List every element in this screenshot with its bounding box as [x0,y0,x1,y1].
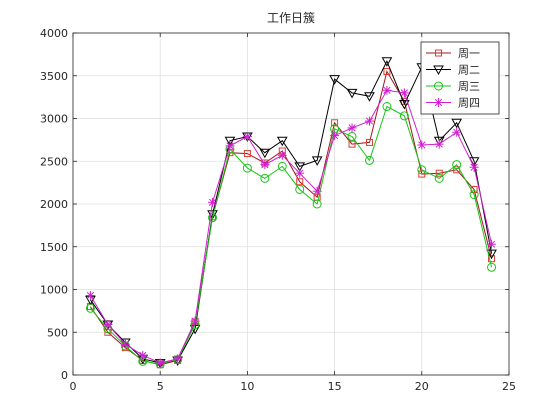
data-point [346,88,358,99]
data-point [399,111,409,121]
legend-label: 周一 [458,47,480,60]
data-point [348,140,356,148]
data-point [364,116,374,126]
data-point [487,262,497,272]
y-tick-label: 2500 [40,155,68,168]
data-point [208,213,218,223]
data-point [173,354,183,364]
data-point [294,162,306,172]
data-point [382,85,392,95]
x-tick-label: 20 [415,380,429,393]
data-point [382,102,392,112]
data-point [312,199,322,209]
data-point [296,178,304,186]
data-point [277,150,287,160]
y-tick-label: 1500 [40,241,68,254]
series-layer [85,57,497,369]
data-point [260,160,270,170]
legend-marker [433,65,444,76]
legend-label: 周四 [458,97,480,110]
data-point [260,173,270,183]
legend-item: 周三 [426,80,480,93]
data-point [486,249,497,260]
data-point [85,303,95,313]
data-point [295,184,305,194]
data-point [242,131,252,141]
y-tick-label: 4000 [40,27,68,40]
data-point [120,339,130,349]
data-point [329,75,340,85]
data-point [155,358,165,368]
legend-item: 周四 [426,97,480,110]
data-point [190,316,200,326]
series-4 [85,85,497,368]
data-point [434,139,444,149]
legend-item: 周一 [426,47,480,60]
data-point [347,131,357,141]
data-point [330,131,340,141]
data-point [364,92,375,102]
data-point [242,163,252,173]
data-point [331,119,339,127]
axis-ticks: 0 5 10 15 20 25 0 500 1000 1500 2000 2500 3000 3500 40… [40,27,516,393]
data-point [451,118,463,129]
x-tick-label: 15 [328,380,342,393]
legend-marker [434,98,443,107]
data-point [259,148,271,159]
x-tick-label: 0 [70,380,77,393]
data-point [452,160,462,170]
data-point [277,161,287,171]
data-point [311,156,323,166]
y-tick-label: 1000 [40,284,68,297]
y-tick-label: 0 [61,369,68,382]
data-point [399,88,409,98]
data-point [225,141,235,151]
chart-title: 工作日簇 [267,10,315,25]
data-point [276,136,288,147]
x-tick-label: 10 [240,380,254,393]
data-point [434,173,444,183]
x-tick-label: 5 [157,380,164,393]
data-point [399,99,410,110]
legend-marker [434,81,443,91]
data-point [488,255,496,263]
data-point [85,290,95,300]
legend-marker [435,49,442,57]
legend-item: 周二 [426,64,480,77]
data-point [383,67,391,75]
data-point [417,140,427,150]
data-point [224,136,236,147]
data-point [417,165,427,175]
legend-label: 周三 [458,80,480,93]
data-point [312,186,322,196]
data-point [452,127,462,137]
data-point [435,169,443,177]
x-tick-label: 25 [502,380,516,393]
y-tick-label: 500 [47,326,68,339]
data-point [103,320,113,330]
legend-label: 周二 [458,64,480,77]
data-point [469,190,479,200]
data-point [487,239,497,249]
data-point [243,150,251,158]
data-point [381,57,393,67]
y-tick-label: 3500 [40,70,68,83]
data-point [365,138,373,146]
data-point [364,155,374,165]
data-point [295,168,305,178]
y-tick-label: 3000 [40,113,68,126]
y-tick-label: 2000 [40,198,68,211]
data-point [347,123,357,133]
data-point [418,170,426,178]
data-point [208,197,218,207]
data-point [138,350,148,360]
data-point [469,162,479,172]
